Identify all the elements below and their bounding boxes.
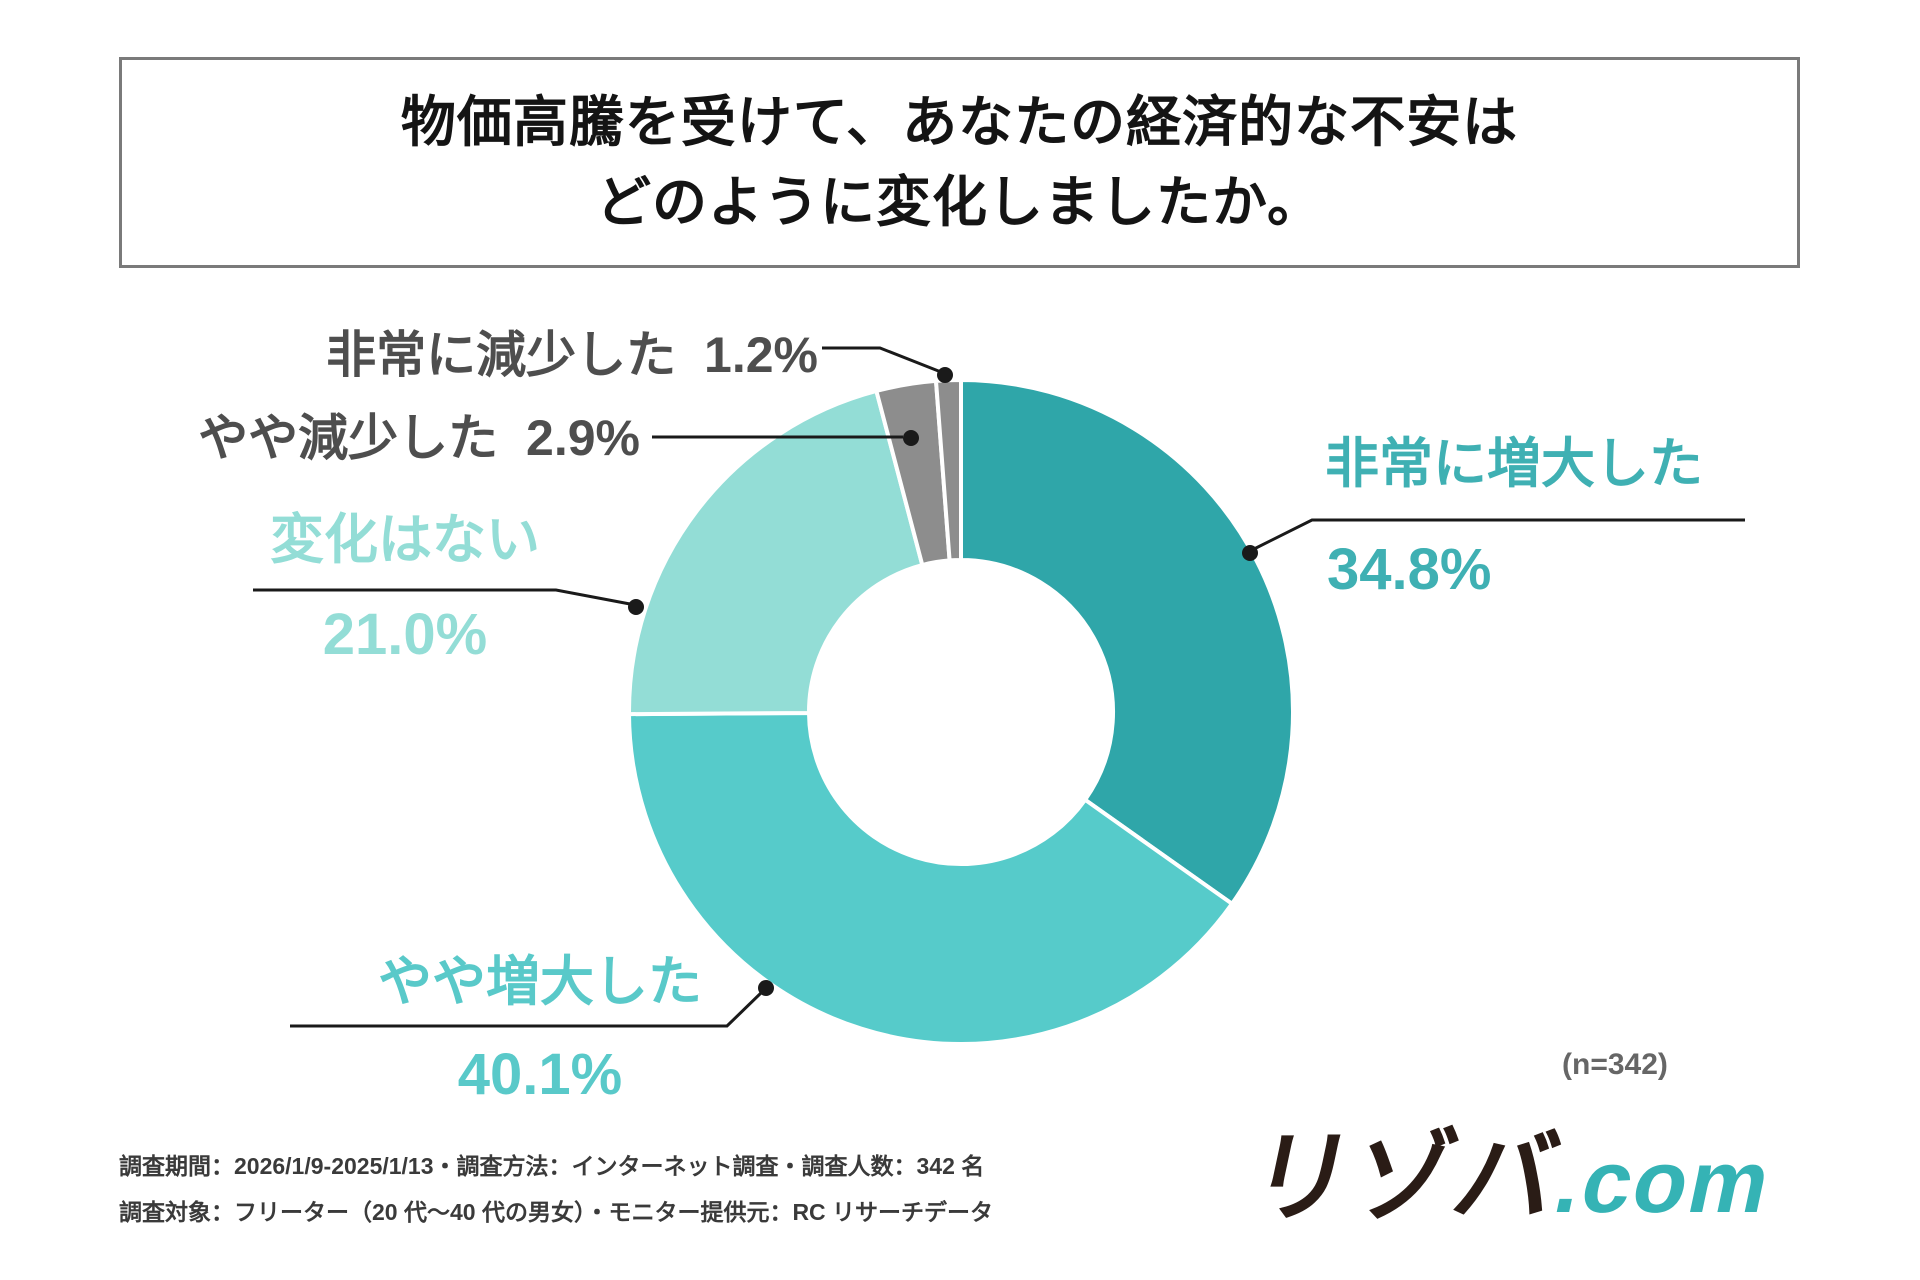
sample-size-note: (n=342)	[1562, 1048, 1668, 1081]
leader-dot-very-increased	[1242, 545, 1258, 561]
page-title-line2: どのように変化しましたか。	[596, 170, 1323, 233]
donut-slice-1	[959, 378, 1295, 906]
label-somewhat-decreased-name: やや減少した	[198, 410, 499, 466]
label-somewhat-decreased-value: 2.9%	[526, 410, 640, 466]
label-no-change-name: 変化はない	[270, 510, 540, 570]
label-somewhat-increased-name: やや増大した	[378, 952, 702, 1012]
leader-line-no-change	[253, 588, 631, 606]
label-very-decreased-name: 非常に減少した	[326, 327, 677, 383]
label-very-increased-value: 34.8%	[1327, 537, 1492, 602]
survey-footnote-line1: 調査期間：2026/1/9-2025/1/13・調査方法：インターネット調査・調…	[119, 1153, 985, 1179]
survey-footnote-line2: 調査対象：フリーター（20 代〜40 代の男女）・モニター提供元：RC リサーチ…	[119, 1199, 994, 1225]
survey-footnote: 調査期間：2026/1/9-2025/1/13・調査方法：インターネット調査・調…	[119, 1143, 993, 1235]
page-title-line1: 物価高騰を受けて、あなたの経済的な不安は	[400, 90, 1519, 153]
donut-slice-2	[627, 711, 1234, 1047]
donut-slice-3	[626, 389, 925, 717]
label-very-decreased: 非常に減少した 1.2%	[200, 325, 818, 385]
leader-dot-very-decreased	[937, 367, 953, 383]
brand-logo: リゾバ.com	[1240, 1122, 1782, 1234]
label-very-increased-name: 非常に増大した	[1325, 434, 1703, 494]
label-somewhat-decreased: やや減少した 2.9%	[80, 408, 640, 468]
brand-logo-suffix: .com	[1546, 1132, 1782, 1231]
leader-line-very-increased	[1253, 518, 1745, 551]
leader-line-somewhat-increased	[290, 990, 764, 1028]
brand-logo-main: リゾバ	[1240, 1122, 1570, 1234]
leader-lines	[253, 346, 1745, 1028]
label-somewhat-increased-value: 40.1%	[457, 1042, 623, 1107]
title-box: 物価高騰を受けて、あなたの経済的な不安は どのように変化しましたか。	[119, 57, 1800, 268]
label-very-decreased-value: 1.2%	[704, 327, 818, 383]
leader-line-very-decreased	[822, 346, 942, 374]
label-no-change-value: 21.0%	[322, 602, 488, 667]
donut-slices	[626, 377, 1295, 1047]
leader-dot-somewhat-decreased	[903, 430, 919, 446]
leader-dot-no-change	[628, 599, 644, 615]
leader-dot-somewhat-increased	[758, 980, 774, 996]
